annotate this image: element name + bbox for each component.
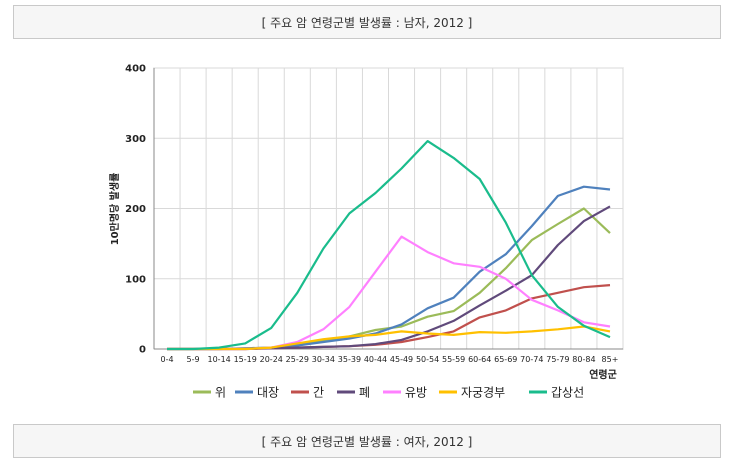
x-tick-label: 70-74 bbox=[520, 355, 543, 364]
x-tick-label: 20-24 bbox=[260, 355, 283, 364]
y-tick-label: 100 bbox=[125, 274, 146, 285]
chart-legend: 위 대장 간 폐 유방 자궁경부 갑상선 bbox=[193, 386, 584, 400]
y-tick-label: 0 bbox=[139, 345, 146, 356]
legend-entry: 유방 bbox=[405, 386, 427, 400]
gridlines bbox=[153, 67, 624, 350]
x-axis-label: 연령군 bbox=[589, 368, 617, 381]
y-axis-label: 10만명당 발생률 bbox=[108, 173, 121, 246]
legend-entry: 갑상선 bbox=[551, 386, 584, 400]
x-tick-label: 30-34 bbox=[312, 355, 335, 364]
y-tick-label: 200 bbox=[125, 204, 146, 215]
x-tick-label: 40-44 bbox=[364, 355, 387, 364]
chart-caption-bottom: [ 주요 암 연령군별 발생률 : 여자, 2012 ] bbox=[13, 424, 721, 458]
x-tick-label: 85+ bbox=[602, 355, 619, 364]
x-tick-label: 55-59 bbox=[442, 355, 465, 364]
x-tick-label: 10-14 bbox=[208, 355, 231, 364]
legend-entry: 자궁경부 bbox=[461, 386, 505, 400]
x-axis-ticks: 0-4 5-9 10-14 15-19 20-24 25-29 30-34 35-39 40-4… bbox=[160, 355, 618, 364]
legend-entry: 간 bbox=[313, 386, 324, 400]
series-line-자궁경부 bbox=[167, 325, 611, 351]
x-tick-label: 80-84 bbox=[572, 355, 595, 364]
series-line-갑상선 bbox=[167, 140, 611, 351]
x-tick-label: 50-54 bbox=[416, 355, 439, 364]
y-axis-ticks: 0 100 200 300 400 bbox=[125, 64, 146, 356]
x-tick-label: 0-4 bbox=[160, 355, 173, 364]
legend-entry: 폐 bbox=[359, 386, 370, 400]
x-tick-label: 60-64 bbox=[468, 355, 491, 364]
x-tick-label: 35-39 bbox=[338, 355, 361, 364]
y-tick-label: 400 bbox=[125, 64, 146, 75]
x-tick-label: 15-19 bbox=[234, 355, 257, 364]
y-tick-label: 300 bbox=[125, 134, 146, 145]
chart-caption-top: [ 주요 암 연령군별 발생률 : 남자, 2012 ] bbox=[13, 5, 721, 39]
x-tick-label: 45-49 bbox=[390, 355, 413, 364]
legend-entry: 대장 bbox=[257, 386, 279, 400]
x-tick-label: 25-29 bbox=[286, 355, 309, 364]
x-tick-label: 5-9 bbox=[187, 355, 200, 364]
x-tick-label: 75-79 bbox=[546, 355, 569, 364]
series-lines bbox=[167, 140, 611, 351]
x-tick-label: 65-69 bbox=[494, 355, 517, 364]
legend-entry: 위 bbox=[215, 386, 226, 400]
